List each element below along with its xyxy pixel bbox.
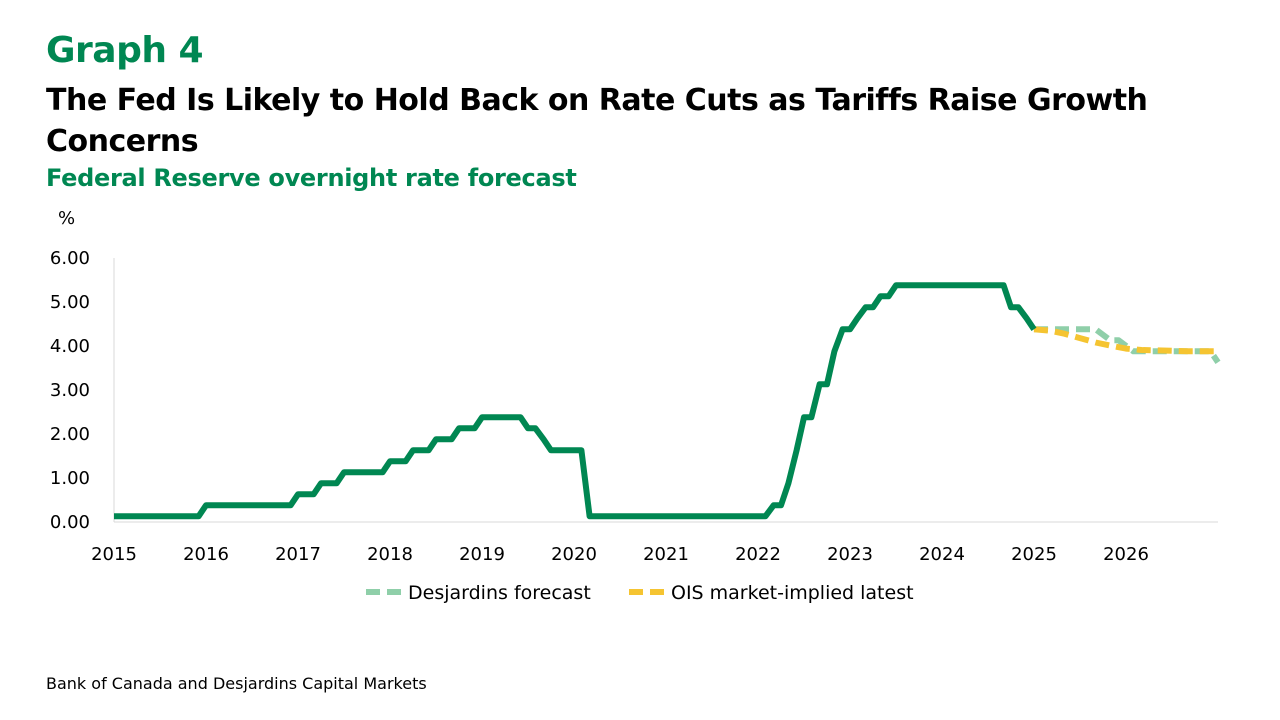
y-axis-tick-labels: 0.00 1.00 2.00 3.00 4.00 5.00 6.00 [50, 248, 90, 533]
x-tick-label: 2018 [367, 544, 413, 565]
legend: Desjardins forecast OIS market-implied l… [366, 582, 914, 604]
y-tick-label: 1.00 [50, 468, 90, 489]
x-tick-label: 2020 [551, 544, 597, 565]
x-tick-label: 2024 [919, 544, 965, 565]
legend-label-desjardins-forecast: Desjardins forecast [408, 582, 591, 604]
series-line-ois [1033, 326, 1218, 355]
y-tick-label: 4.00 [50, 336, 90, 357]
x-tick-label: 2017 [275, 544, 321, 565]
x-axis-tick-labels: 2015 2016 2017 2018 2019 2020 2021 2022 2023 2024… [91, 544, 1149, 565]
graph-number: Graph 4 [46, 30, 204, 71]
y-tick-label: 0.00 [50, 512, 90, 533]
series-layer [114, 282, 1221, 520]
legend-label-ois-market-implied: OIS market-implied latest [671, 582, 914, 604]
source-note: Bank of Canada and Desjardins Capital Ma… [46, 674, 427, 693]
series-line-desjardins [1034, 326, 1221, 364]
line-chart: % 0.001.002.003.004.005.006.00 2015 2016 2… [50, 208, 1221, 604]
y-tick-label: 3.00 [50, 380, 90, 401]
series-line-historical [114, 282, 1037, 520]
x-tick-label: 2016 [183, 544, 229, 565]
x-tick-label: 2015 [91, 544, 137, 565]
chart-title: The Fed Is Likely to Hold Back on Rate C… [46, 83, 1148, 159]
x-tick-label: 2025 [1011, 544, 1057, 565]
x-tick-label: 2019 [459, 544, 505, 565]
x-tick-label: 2022 [735, 544, 781, 565]
chart-subtitle: Federal Reserve overnight rate forecast [46, 164, 577, 192]
y-tick-label: 6.00 [50, 248, 90, 269]
y-axis-unit-label: % [58, 208, 75, 229]
y-tick-label: 5.00 [50, 292, 90, 313]
y-tick-label: 2.00 [50, 424, 90, 445]
x-tick-label: 2021 [643, 544, 689, 565]
x-tick-label: 2023 [827, 544, 873, 565]
x-tick-label: 2026 [1103, 544, 1149, 565]
